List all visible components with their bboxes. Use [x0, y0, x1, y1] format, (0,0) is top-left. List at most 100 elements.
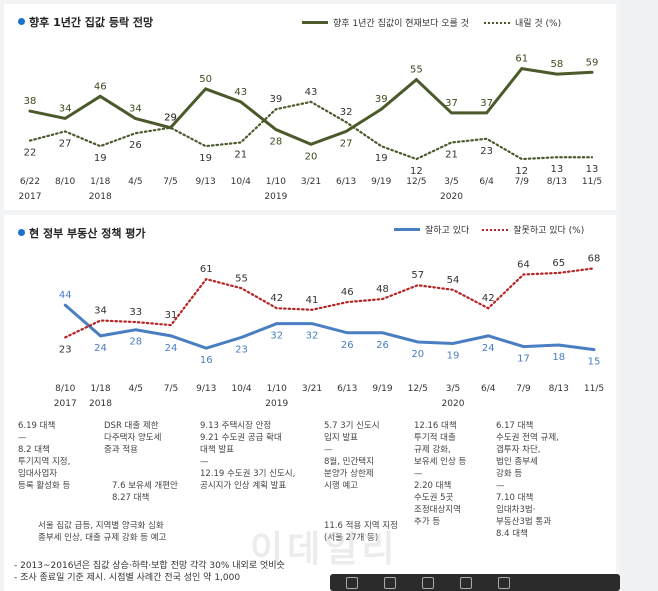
x-tick-label: 4/5 — [129, 384, 143, 394]
bullet-icon — [18, 229, 25, 236]
x-tick-label: 11/5 — [582, 177, 602, 187]
x-tick-label: 7/5 — [163, 177, 177, 187]
x-tick-label: 4/5 — [128, 177, 142, 187]
data-label: 65 — [552, 258, 565, 269]
note-2017: 6.19 대책 — 8.2 대책 투기지역 지정, 임대사업자 등록 활성화 등 — [18, 421, 71, 491]
data-label: 26 — [341, 340, 354, 351]
data-label: 28 — [270, 137, 283, 148]
data-label: 32 — [270, 331, 283, 342]
data-label: 48 — [376, 284, 389, 295]
viewer-toolbar — [330, 574, 620, 591]
x-tick-label: 9/19 — [371, 177, 391, 187]
x-tick-label: 1/10 — [266, 177, 286, 187]
data-label: 32 — [306, 331, 319, 342]
x-tick-label: 8/13 — [549, 384, 569, 394]
series-line-1 — [64, 267, 596, 339]
data-label: 12 — [515, 166, 528, 177]
data-label: 32 — [340, 107, 353, 118]
series-line-0 — [28, 66, 594, 146]
x-tick-label: 6/4 — [479, 177, 494, 187]
x-tick-label: 8/10 — [55, 384, 75, 394]
data-label: 38 — [24, 96, 37, 107]
x-tick-label: 3/5 — [446, 384, 460, 394]
data-label: 16 — [200, 355, 213, 366]
data-label: 23 — [235, 344, 248, 355]
data-label: 27 — [59, 138, 72, 149]
year-label: 2018 — [89, 192, 112, 202]
legend-fall-label: 내릴 것 (%) — [514, 19, 562, 29]
data-label: 55 — [410, 65, 423, 76]
x-tick-label: 11/5 — [584, 384, 604, 394]
data-label: 59 — [586, 57, 599, 68]
toolbar-button-icon[interactable] — [384, 576, 396, 589]
data-label: 42 — [270, 293, 283, 304]
toolbar-button-icon[interactable] — [346, 576, 358, 589]
data-label: 68 — [588, 253, 601, 264]
x-tick-label: 3/5 — [444, 177, 458, 187]
data-label: 24 — [165, 343, 178, 354]
toolbar-button-icon[interactable] — [422, 576, 434, 589]
year-label: 2017 — [54, 399, 77, 409]
x-tick-label: 7/9 — [515, 177, 530, 187]
x-tick-label: 7/9 — [516, 384, 531, 394]
data-label: 19 — [94, 153, 107, 164]
series-line-0 — [63, 303, 596, 352]
data-label: 43 — [234, 87, 247, 98]
year-label: 2020 — [442, 399, 465, 409]
x-tick-label: 7/5 — [164, 384, 178, 394]
data-label: 23 — [480, 146, 493, 157]
policy-notes: 6.19 대책 — 8.2 대책 투기지역 지정, 임대사업자 등록 활성화 등… — [18, 420, 618, 560]
data-label: 21 — [234, 149, 247, 160]
data-label: 41 — [306, 295, 319, 306]
outlook-line-chart: 38 34 46 34 29 50 43 28 20 27 39 55 37 37 61 58 59 22 27 19… — [19, 54, 603, 202]
x-tick-label: 9/13 — [196, 384, 216, 394]
data-label: 24 — [482, 343, 495, 354]
data-label: 44 — [59, 290, 72, 301]
data-label: 18 — [552, 352, 565, 363]
data-label: 34 — [94, 306, 107, 317]
x-tick-label: 12/5 — [408, 384, 428, 394]
x-tick-label: 9/19 — [372, 384, 392, 394]
outlook-chart-title: 향후 1년간 집값 등락 전망 — [18, 14, 153, 30]
data-label: 22 — [24, 148, 37, 159]
data-label: 15 — [588, 357, 601, 368]
legend-good-label: 잘하고 있다 — [425, 226, 470, 236]
data-label: 13 — [551, 164, 564, 175]
year-label: 2020 — [440, 192, 463, 202]
toolbar-button-icon[interactable] — [460, 576, 472, 589]
data-label: 55 — [235, 273, 248, 284]
legend-rise-label: 향후 1년간 집값이 현재보다 오를 것 — [333, 19, 469, 29]
data-label: 26 — [376, 340, 389, 351]
legend-fall-swatch — [483, 21, 510, 24]
policy-legend: 잘하고 있다 잘못하고 있다 (%) — [394, 223, 584, 236]
x-tick-label: 9/13 — [196, 177, 216, 187]
policy-chart-panel: 현 정부 부동산 정책 평가 잘하고 있다 잘못하고 있다 (%) 44 24 28… — [4, 215, 616, 591]
x-tick-label: 8/10 — [55, 177, 75, 187]
x-tick-label: 1/10 — [267, 384, 287, 394]
data-label: 57 — [411, 270, 424, 281]
data-label: 20 — [411, 349, 424, 360]
data-label: 21 — [445, 149, 458, 160]
note-2018-summer: 서울 집값 급등, 지역별 양극화 심화 종부세 인상, 대출 규제 강화 등 … — [38, 521, 167, 543]
note-2018-late: 9.13 주택시장 안정 9.21 수도권 공급 확대 대책 발표 — 12.1… — [200, 421, 296, 491]
data-label: 43 — [305, 87, 318, 98]
x-tick-label: 6/13 — [336, 177, 356, 187]
note-2019-late: 12.16 대책 투기적 대출 규제 강화, 보유세 인상 등 — 2.20 대… — [414, 421, 467, 527]
series-line-1 — [28, 100, 594, 161]
toolbar-button-icon[interactable] — [498, 576, 510, 589]
x-tick-label: 6/22 — [20, 177, 40, 187]
year-label: 2019 — [265, 399, 288, 409]
legend-bad-swatch — [482, 228, 509, 231]
data-label: 17 — [517, 354, 530, 365]
data-label: 50 — [199, 74, 212, 85]
data-label: 39 — [270, 94, 283, 105]
data-label: 33 — [129, 307, 142, 318]
x-tick-label: 3/21 — [301, 177, 321, 187]
data-label: 24 — [94, 343, 107, 354]
x-tick-label: 12/5 — [406, 177, 426, 187]
data-label: 19 — [447, 351, 460, 362]
outlook-chart-panel: 향후 1년간 집값 등락 전망 향후 1년간 집값이 현재보다 오를 것 내릴 … — [4, 4, 616, 210]
data-label: 37 — [445, 98, 458, 109]
